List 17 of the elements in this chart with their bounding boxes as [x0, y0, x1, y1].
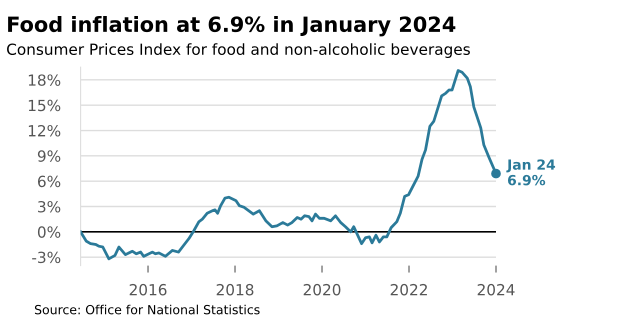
y-tick-label: 3%: [38, 200, 60, 213]
x-tick-label: 2018: [216, 284, 254, 296]
y-tick-label: 6%: [38, 176, 60, 188]
y-tick-label: -3%: [32, 252, 60, 264]
source-note: Source: Office for National Statistics: [34, 304, 260, 314]
y-tick-label: 15%: [28, 100, 60, 112]
chart-title: Food inflation at 6.9% in January 2024: [8, 16, 456, 36]
x-tick-label: 2020: [304, 284, 340, 296]
y-tick-label: 18%: [28, 74, 60, 86]
chart-subtitle: Consumer Prices Index for food and non-alcoholic beverages: [7, 43, 470, 58]
annotation: Jan 24 6.9%: [506, 159, 556, 186]
x-tick-label: 2024: [478, 284, 515, 296]
x-tick-label: 2022: [390, 284, 427, 296]
x-tick-label: 2016: [130, 284, 166, 296]
y-tick-label: 9%: [38, 150, 60, 162]
y-tick-label: 0%: [38, 226, 60, 238]
y-tick-label: 12%: [28, 124, 60, 137]
